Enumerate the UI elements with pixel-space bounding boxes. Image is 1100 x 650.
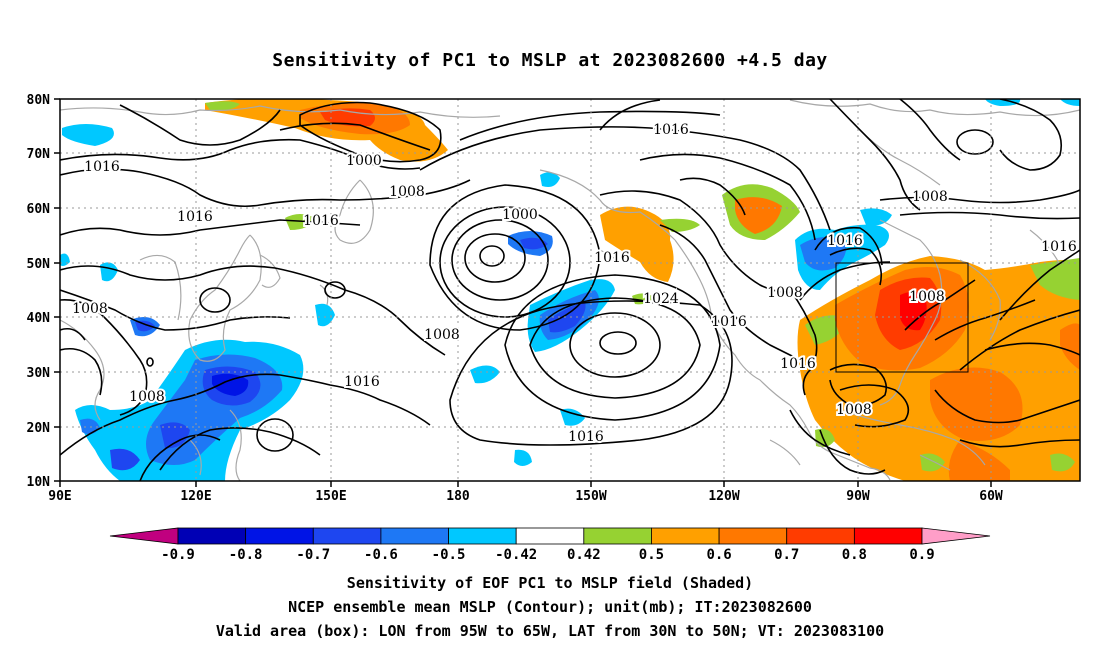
colorbar-label: -0.42 bbox=[495, 547, 537, 563]
lat-tick-label: 60N bbox=[27, 202, 51, 217]
contour-label: 1008 bbox=[72, 301, 108, 317]
contour-label: 1024 bbox=[643, 291, 679, 307]
lon-tick-label: 180 bbox=[446, 489, 470, 504]
footer-line-1: Sensitivity of EOF PC1 to MSLP field (Sh… bbox=[346, 574, 754, 592]
contour-label: 1008 bbox=[909, 289, 945, 305]
contour-label: 1008 bbox=[767, 285, 803, 301]
lon-tick-label: 90W bbox=[846, 489, 870, 504]
colorbar-segment bbox=[177, 527, 247, 545]
colorbar-segment bbox=[853, 527, 923, 545]
colorbar-segment bbox=[786, 527, 855, 545]
contour-label: 1016 bbox=[177, 209, 213, 225]
colorbar-segment bbox=[380, 527, 449, 545]
footer-line-2: NCEP ensemble mean MSLP (Contour); unit(… bbox=[288, 598, 812, 616]
lon-tick-label: 150W bbox=[575, 489, 606, 504]
colorbar-segment bbox=[718, 527, 788, 545]
contour-label: 1008 bbox=[389, 184, 425, 200]
colorbar-label: -0.5 bbox=[432, 547, 466, 563]
colorbar-label: 0.5 bbox=[639, 547, 664, 563]
contour-label: 1000 bbox=[346, 153, 382, 169]
coastlines bbox=[60, 99, 1080, 481]
lon-tick-label: 90E bbox=[48, 489, 71, 504]
contour-label: 1016 bbox=[653, 122, 689, 138]
colorbar-label: 0.6 bbox=[706, 547, 731, 563]
graticule bbox=[60, 99, 1080, 481]
colorbar-max-triangle bbox=[921, 527, 991, 545]
contour-label: 1008 bbox=[912, 189, 948, 205]
lon-tick-label: 60W bbox=[979, 489, 1003, 504]
contour-label: 1016 bbox=[344, 374, 380, 390]
lon-tick-label: 120W bbox=[708, 489, 739, 504]
lat-tick-label: 50N bbox=[27, 257, 51, 272]
colorbar-label: -0.6 bbox=[364, 547, 398, 563]
contour-label: 1008 bbox=[424, 327, 460, 343]
plot-frame bbox=[59, 98, 1081, 482]
contour-label: 1008 bbox=[129, 389, 165, 405]
colorbar-label: -0.9 bbox=[161, 547, 195, 563]
colorbar-label: -0.8 bbox=[229, 547, 263, 563]
colorbar-min-triangle bbox=[109, 527, 179, 545]
colorbar-segment bbox=[515, 527, 585, 545]
map-title: Sensitivity of PC1 to MSLP at 2023082600… bbox=[272, 50, 828, 71]
lat-tick-label: 80N bbox=[27, 93, 51, 108]
valid-area-box bbox=[835, 262, 969, 373]
lat-tick-label: 10N bbox=[27, 475, 51, 490]
colorbar: -0.9 -0.8 -0.7 -0.6 -0.5 -0.42 0.42 0.5 0.6 0.7 0.… bbox=[109, 527, 991, 563]
contour-label: 1008 bbox=[836, 402, 872, 418]
footer-line-3: Valid area (box): LON from 95W to 65W, L… bbox=[215, 622, 885, 640]
colorbar-segment bbox=[583, 527, 652, 545]
contour-label: 1016 bbox=[711, 314, 747, 330]
colorbar-segment bbox=[448, 527, 517, 545]
colorbar-label: 0.7 bbox=[774, 547, 799, 563]
contour-label: 1016 bbox=[568, 429, 604, 445]
lat-tick-label: 40N bbox=[27, 311, 51, 326]
contour-label: 1016 bbox=[827, 233, 863, 249]
negative-sensitivity-shading bbox=[60, 99, 1080, 481]
colorbar-segment bbox=[651, 527, 720, 545]
colorbar-label: 0.8 bbox=[842, 547, 867, 563]
colorbar-label: 0.42 bbox=[567, 547, 601, 563]
contour-label: 1016 bbox=[780, 356, 816, 372]
colorbar-label: -0.7 bbox=[296, 547, 330, 563]
colorbar-segment bbox=[312, 527, 382, 545]
mslp-contours bbox=[60, 99, 1080, 481]
lon-tick-label: 150E bbox=[315, 489, 346, 504]
lat-tick-label: 30N bbox=[27, 366, 51, 381]
lat-tick-label: 20N bbox=[27, 421, 51, 436]
contour-label: 1016 bbox=[303, 213, 339, 229]
contour-label: 1000 bbox=[502, 207, 538, 223]
lat-tick-label: 70N bbox=[27, 147, 51, 162]
colorbar-label: 0.9 bbox=[909, 547, 934, 563]
contour-label: 1016 bbox=[84, 159, 120, 175]
lon-tick-label: 120E bbox=[180, 489, 211, 504]
colorbar-segment bbox=[245, 527, 314, 545]
contour-label: 1016 bbox=[1041, 239, 1077, 255]
contour-label: 1016 bbox=[594, 250, 630, 266]
